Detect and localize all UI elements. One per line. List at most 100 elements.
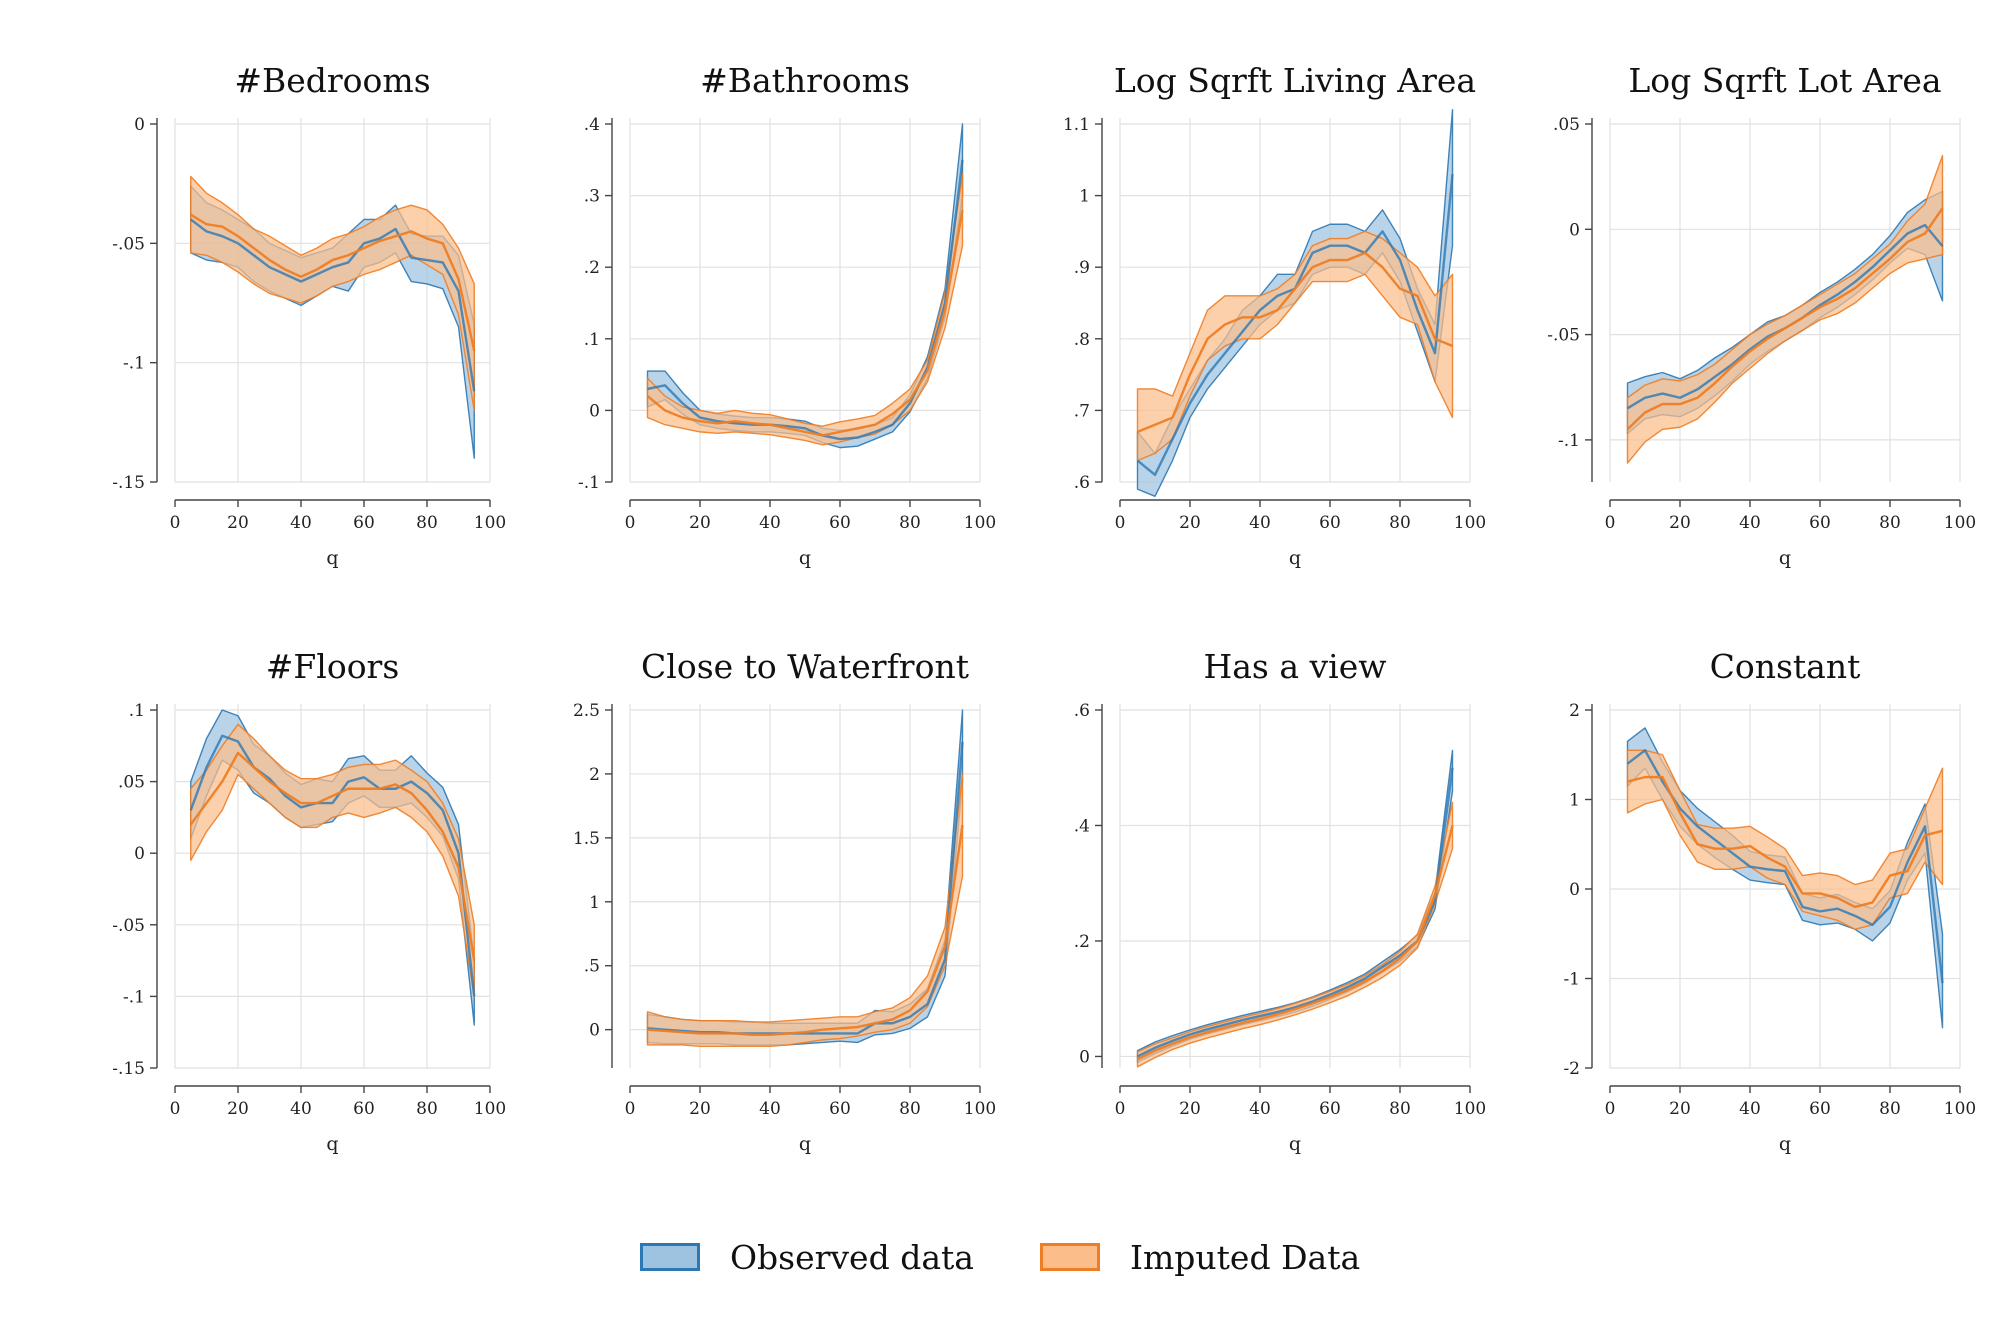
x-tick-label: 80 [1879,1099,1901,1119]
y-tick-label: .1 [129,701,145,721]
x-tick-label: 0 [170,1099,181,1119]
y-tick-label: -.05 [1547,326,1580,346]
series-line-observed [1136,767,1454,1058]
y-tick-label: .6 [1074,701,1090,721]
confidence-band-imputed [1136,230,1454,462]
x-tick-label: 60 [1809,1099,1831,1119]
y-tick-label: -.05 [112,234,145,254]
series-line-imputed [1627,775,1943,909]
y-tick-label: 1.1 [1063,115,1090,135]
x-tick-label: 40 [759,1099,781,1119]
x-tick-label: 40 [1249,513,1271,533]
y-tick-label: -.1 [123,987,145,1007]
series-line-imputed [1136,825,1454,1061]
panel-title: #Floors [266,647,400,686]
confidence-band-imputed [646,773,964,1047]
y-tick-label: .2 [584,258,600,278]
panel-title: Log Sqrft Living Area [1114,61,1476,100]
legend-label-imputed: Imputed Data [1129,1237,1361,1277]
y-tick-label: -1 [1563,970,1580,990]
legend-item-imputed: Imputed Data [1039,1237,1361,1277]
x-tick-label: 100 [964,1099,996,1119]
series-line-observed [189,734,476,997]
x-tick-label: 40 [290,513,312,533]
series-line-imputed [190,213,476,351]
confidence-band-imputed [1626,154,1944,464]
y-tick-label: 0 [589,401,600,421]
y-tick-label: 1 [589,893,600,913]
chart-panel-7: 0 .2 .4 .6 0 20 40 60 80 100 q Has a view [1074,647,1486,1155]
confidence-band-imputed [190,723,475,998]
y-tick-label: 2 [589,765,600,785]
x-tick-label: 100 [1944,513,1976,533]
y-tick-label: .9 [1074,258,1090,278]
x-tick-label: 20 [1669,1099,1691,1119]
y-tick-label: 2 [1569,701,1580,721]
x-tick-label: 20 [1179,513,1201,533]
x-tick-label: 0 [1605,513,1616,533]
x-tick-label: 0 [1115,1099,1126,1119]
x-axis-label: q [1779,1133,1791,1155]
panel-title: Log Sqrft Lot Area [1628,61,1941,100]
legend-swatch-imputed [1039,1243,1100,1271]
x-tick-label: 40 [1249,1099,1271,1119]
series-line-imputed [189,751,476,961]
legend-item-observed: Observed data [640,1238,974,1277]
confidence-band-imputed [1136,801,1454,1068]
chart-panel-1: -.15 -.1 -.05 0 0 20 40 60 80 100 q #Bedrooms [112,61,506,569]
y-tick-label: 0 [134,115,145,135]
series-line-observed [1626,749,1944,984]
x-axis-label: q [1289,1133,1301,1155]
x-axis-label: q [799,547,811,569]
panel-title: #Bedrooms [234,61,430,100]
chart-panel-6: 0 .5 1 1.5 2 2.5 0 20 40 60 80 100 q Close to Waterfr… [573,647,996,1155]
x-tick-label: 60 [1319,1099,1341,1119]
y-tick-label: -.1 [578,473,600,493]
x-tick-label: 80 [1389,1099,1411,1119]
y-tick-label: -2 [1563,1059,1580,1079]
series-line-imputed [647,824,964,1036]
series-line-observed [647,741,964,1035]
confidence-band-imputed [1626,749,1944,930]
y-tick-label: .5 [584,957,600,977]
x-tick-label: 100 [964,513,996,533]
x-tick-label: 80 [1879,513,1901,533]
y-tick-label: .8 [1074,330,1090,350]
y-tick-label: -.15 [112,473,145,493]
series-line-observed [190,218,476,392]
x-tick-label: 60 [1319,513,1341,533]
panel-title: Constant [1710,647,1861,686]
y-tick-label: 2.5 [573,701,600,721]
x-axis-label: q [326,547,338,569]
x-tick-label: 20 [1179,1099,1201,1119]
y-tick-label: -.15 [112,1059,145,1079]
y-tick-label: 1 [1079,187,1090,207]
x-tick-label: 0 [1605,1099,1616,1119]
x-tick-label: 60 [353,1099,375,1119]
y-tick-label: 0 [1569,220,1580,240]
chart-panel-3: .6 .7 .8 .9 1 1.1 0 20 40 60 80 100 q Log Sqrft Livin… [1063,61,1486,569]
x-tick-label: 80 [899,1099,921,1119]
x-tick-label: 60 [353,513,375,533]
x-tick-label: 0 [625,513,636,533]
y-tick-label: -.1 [1558,431,1580,451]
confidence-band-imputed [190,175,475,412]
legend-label-observed: Observed data [730,1237,974,1277]
y-tick-label: .4 [584,115,600,135]
y-tick-label: 1 [1569,791,1580,811]
x-tick-label: 60 [1809,513,1831,533]
y-tick-label: .1 [584,330,600,350]
x-tick-label: 40 [759,513,781,533]
x-tick-label: 0 [170,513,181,533]
x-tick-label: 40 [1739,513,1761,533]
x-axis-label: q [1289,547,1301,569]
y-tick-label: .7 [1074,401,1090,421]
y-tick-label: .6 [1074,473,1090,493]
chart-panel-2: -.1 0 .1 .2 .3 .4 0 20 40 60 80 100 q #Bathrooms [578,61,996,569]
x-tick-label: 100 [1454,1099,1486,1119]
panel-title: Close to Waterfront [641,647,969,686]
x-axis-label: q [326,1133,338,1155]
y-tick-label: 0 [589,1021,600,1041]
x-tick-label: 20 [1669,513,1691,533]
